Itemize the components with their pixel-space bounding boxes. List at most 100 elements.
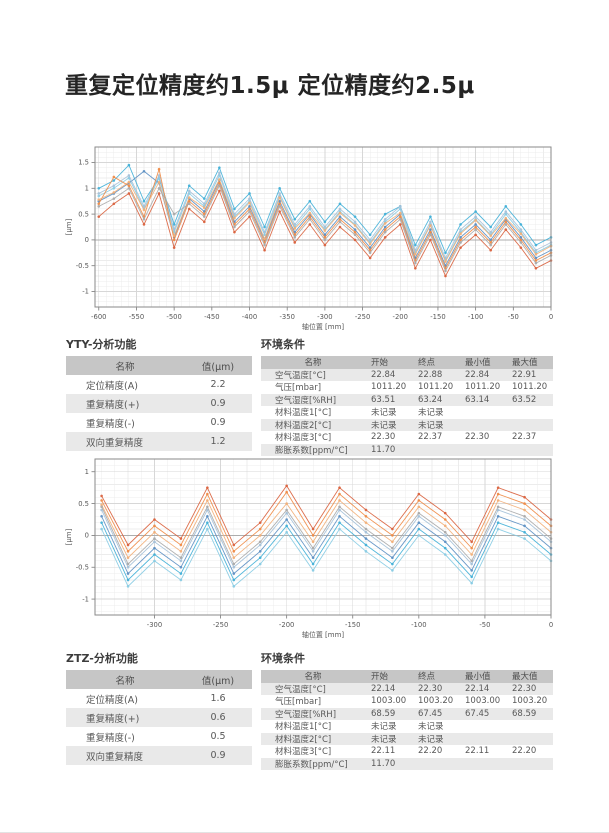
- x-tick-label: -50: [508, 313, 519, 321]
- series-marker: [206, 492, 209, 496]
- series-marker: [308, 215, 312, 218]
- table-header-row: 名称 值(μm): [66, 670, 252, 689]
- table-row: 重复精度(-) 0.9: [66, 413, 252, 432]
- series-marker: [206, 521, 209, 524]
- column-header: 值(μm): [184, 670, 252, 689]
- table-cell: 重复精度(+): [86, 399, 140, 411]
- series-marker: [391, 540, 394, 544]
- series-marker: [417, 511, 421, 515]
- table-cell: 1.2: [210, 436, 226, 447]
- data-table: 名称 开始 终点 最小值 最大值 空气温度[°C] 22.84 22.88 22.84 22.91…: [261, 356, 553, 456]
- series-marker: [496, 521, 500, 524]
- y-tick-label: -0.5: [76, 262, 89, 270]
- series-marker: [353, 220, 357, 224]
- data-table: 名称 值(μm) 定位精度(A) 1.6 重复精度(+) 0.6 重复精度(-) 0.5 双向重…: [66, 670, 252, 765]
- series-marker: [311, 562, 315, 566]
- table-cell: 22.14: [465, 683, 490, 694]
- series-marker: [202, 220, 206, 224]
- series-marker: [232, 565, 236, 569]
- series-marker: [172, 228, 176, 231]
- series-marker: [534, 248, 538, 252]
- table-cell: 22.84: [371, 369, 396, 380]
- series-marker: [311, 569, 315, 572]
- series-marker: [285, 508, 288, 512]
- series-marker: [258, 562, 262, 566]
- table-cell: 68.59: [371, 708, 396, 719]
- series-marker: [142, 223, 146, 226]
- table-cell: 未记录: [418, 420, 444, 431]
- series-marker: [112, 184, 116, 188]
- series-marker: [308, 205, 312, 208]
- series-marker: [338, 515, 341, 518]
- series-marker: [429, 224, 432, 227]
- series-marker: [444, 256, 447, 260]
- data-table: 名称 值(μm) 定位精度(A) 2.2 重复精度(+) 0.9 重复精度(-) 0.9 双向重…: [66, 356, 252, 451]
- table-cell: 膨胀系数[ppm/°C]: [275, 445, 348, 456]
- table-cell: 2.2: [210, 379, 226, 390]
- table-cell: [506, 720, 553, 733]
- series-marker: [218, 184, 221, 188]
- series-marker: [383, 230, 387, 234]
- series-marker: [368, 248, 372, 252]
- series-marker: [353, 224, 357, 227]
- series-marker: [383, 222, 387, 225]
- table-cell: 未记录: [418, 722, 444, 733]
- series-line: [101, 508, 552, 569]
- series-marker: [153, 518, 156, 521]
- series-marker: [364, 527, 368, 531]
- series-marker: [179, 572, 183, 575]
- series-marker: [523, 524, 526, 528]
- table-cell: 22.30: [465, 432, 490, 443]
- yty-position-error-chart: -600 -550 -500 -450 -400 -350 -300 -250 -200 -150…: [65, 146, 553, 331]
- ztz-tables-row: ZTZ-分析功能 名称 值(μm) 定位精度(A) 1.6 重复精度(+) 0.6 重复精度…: [66, 650, 555, 770]
- ztz-chart-block: -300 -250 -200 -150 -100 -50 0 -1 -0.5 0 0.5 1 轴位置 […: [62, 452, 555, 649]
- table-cell: 1003.20: [512, 696, 548, 707]
- series-marker: [187, 189, 191, 193]
- series-marker: [414, 266, 417, 270]
- table-cell: 22.30: [512, 683, 537, 694]
- series-marker: [206, 515, 209, 518]
- series-marker: [126, 585, 130, 588]
- series-marker: [278, 202, 281, 206]
- table-cell: 重复精度(-): [86, 418, 135, 430]
- yty-analysis-table: 名称 值(μm) 定位精度(A) 2.2 重复精度(+) 0.9 重复精度(-) 0.9 双向重…: [66, 356, 252, 451]
- series-marker: [179, 537, 183, 540]
- series-marker: [459, 223, 462, 226]
- series-marker: [444, 274, 447, 278]
- series-marker: [202, 215, 206, 218]
- series-marker: [112, 191, 116, 194]
- series-marker: [153, 530, 156, 534]
- series-marker: [206, 499, 209, 502]
- series-marker: [523, 518, 526, 521]
- series-marker: [258, 527, 262, 531]
- series-marker: [519, 223, 523, 226]
- series-marker: [489, 225, 493, 229]
- table-cell: [506, 419, 553, 432]
- series-marker: [100, 494, 103, 498]
- series-marker: [126, 578, 130, 582]
- series-marker: [157, 167, 161, 171]
- series-marker: [534, 259, 538, 262]
- series-marker: [368, 251, 372, 255]
- series-marker: [353, 228, 357, 231]
- series-marker: [308, 223, 312, 226]
- series-marker: [206, 486, 209, 489]
- y-tick-label: 1: [85, 184, 89, 192]
- series-marker: [364, 550, 368, 553]
- series-marker: [311, 546, 315, 550]
- series-marker: [179, 556, 183, 559]
- table-row: 气压[mbar] 1003.00 1003.20 1003.00 1003.20: [261, 695, 553, 708]
- table-row: 材料温度2[°C] 未记录 未记录: [261, 732, 553, 745]
- series-marker: [142, 205, 146, 208]
- table-row: 重复精度(-) 0.5: [66, 727, 252, 746]
- series-marker: [459, 241, 462, 244]
- series-marker: [311, 534, 315, 537]
- table-cell: 1003.00: [465, 696, 501, 707]
- series-marker: [534, 266, 538, 270]
- table-cell: 67.45: [418, 708, 443, 719]
- series-marker: [172, 238, 176, 242]
- series-marker: [338, 486, 341, 489]
- series-marker: [417, 534, 421, 537]
- series-marker: [293, 223, 297, 226]
- series-marker: [323, 220, 327, 224]
